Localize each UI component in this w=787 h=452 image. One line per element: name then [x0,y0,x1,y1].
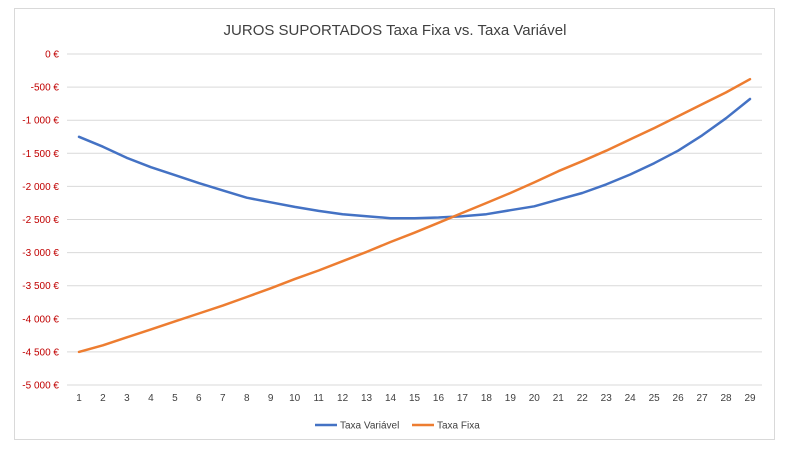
legend-label: Taxa Variável [340,421,399,432]
x-tick-label: 22 [577,393,589,404]
x-tick-label: 25 [649,393,661,404]
chart-svg: JUROS SUPORTADOS Taxa Fixa vs. Taxa Vari… [22,22,762,432]
x-tick-label: 19 [505,393,517,404]
x-tick-label: 26 [673,393,685,404]
y-tick-label: -4 000 € [22,314,59,325]
x-tick-label: 18 [481,393,493,404]
series-line-taxa-variavel [77,97,752,220]
series-line-taxa-fixa [77,77,752,354]
x-axis-tick-labels: 1 2 3 4 5 6 7 8 9 10 11 12 13 14 15 16 17 18 19 20 21 22 23 24 2… [76,393,756,404]
x-tick-label: 6 [196,393,202,404]
x-tick-label: 1 [76,393,82,404]
y-tick-label: -1 000 € [22,116,59,127]
y-tick-label: -4 500 € [22,347,59,358]
y-axis-tick-labels: 0 € -500 € -1 000 € -1 500 € -2 000 € -2 500 … [22,50,59,392]
chart-title: JUROS SUPORTADOS Taxa Fixa vs. Taxa Vari… [224,22,567,39]
x-tick-label: 29 [744,393,756,404]
x-tick-label: 4 [148,393,154,404]
grid-layer [67,53,762,386]
legend: Taxa Variável Taxa Fixa [315,421,480,432]
x-tick-label: 23 [601,393,613,404]
chart-frame: JUROS SUPORTADOS Taxa Fixa vs. Taxa Vari… [14,8,775,440]
y-tick-label: -3 000 € [22,248,59,259]
x-tick-label: 17 [457,393,469,404]
x-tick-label: 15 [409,393,421,404]
x-tick-label: 7 [220,393,226,404]
x-tick-label: 9 [268,393,274,404]
y-tick-label: 0 € [45,50,59,61]
x-tick-label: 14 [385,393,397,404]
y-tick-label: -2 500 € [22,215,59,226]
x-tick-label: 10 [289,393,301,404]
y-tick-label: -5 000 € [22,381,59,392]
x-tick-label: 21 [553,393,565,404]
x-tick-label: 28 [720,393,732,404]
x-tick-label: 5 [172,393,178,404]
x-tick-label: 11 [313,393,324,404]
x-tick-label: 8 [244,393,250,404]
x-tick-label: 3 [124,393,130,404]
x-tick-label: 16 [433,393,445,404]
y-tick-label: -1 500 € [22,149,59,160]
x-tick-label: 13 [361,393,373,404]
series-layer [77,77,752,354]
y-tick-label: -3 500 € [22,281,59,292]
x-tick-label: 2 [100,393,106,404]
x-tick-label: 24 [625,393,637,404]
legend-label: Taxa Fixa [437,421,480,432]
x-tick-label: 20 [529,393,541,404]
y-tick-label: -500 € [31,83,60,94]
x-tick-label: 27 [697,393,709,404]
x-tick-label: 12 [337,393,349,404]
y-tick-label: -2 000 € [22,182,59,193]
